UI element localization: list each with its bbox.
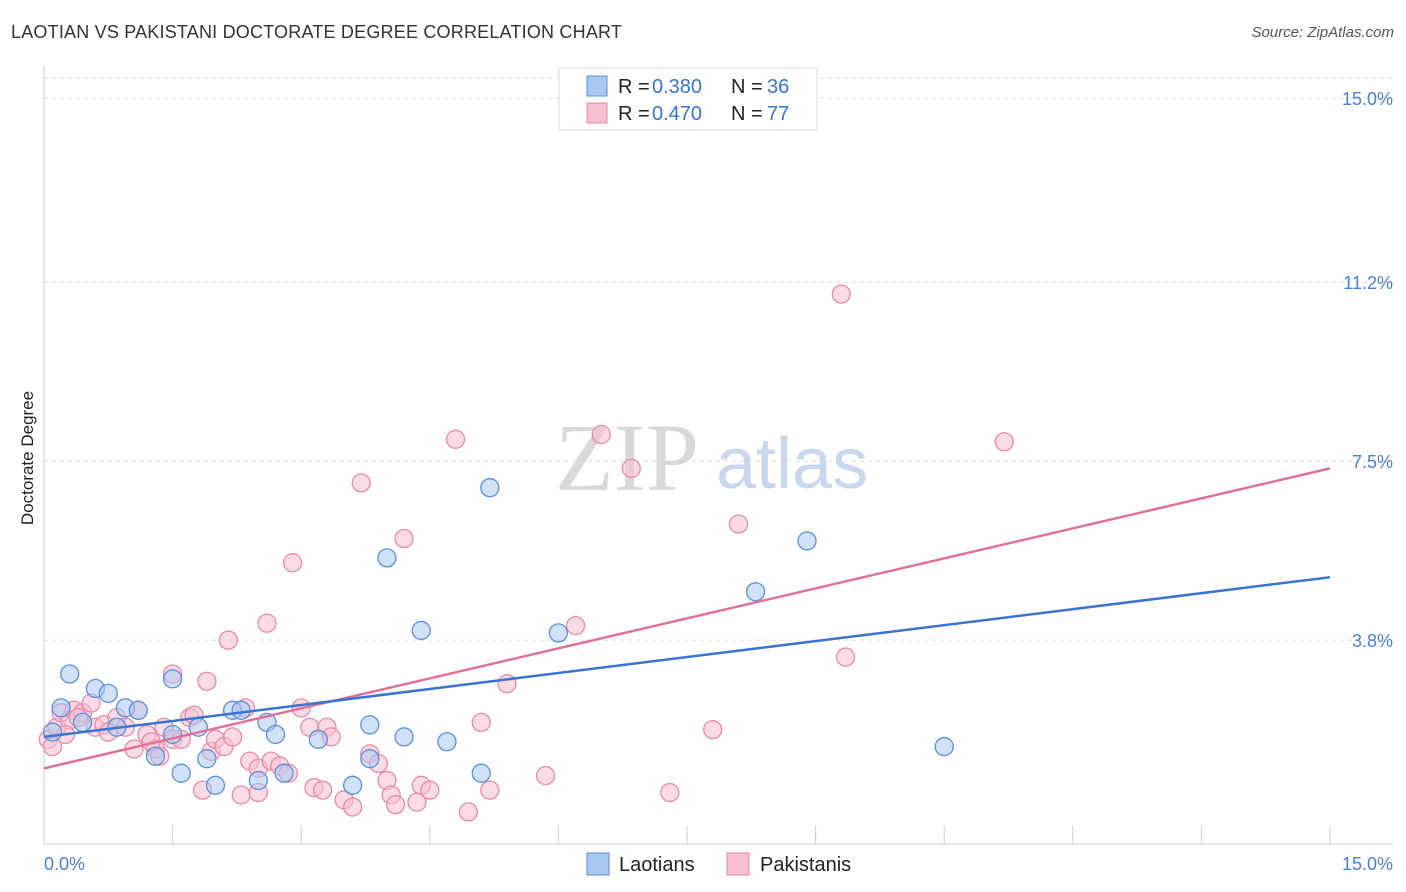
y-tick-label: 11.2% xyxy=(1343,273,1393,293)
laotian-point xyxy=(797,531,817,551)
legend-bottom-label-laotians: Laotians xyxy=(619,854,695,876)
pakistani-point xyxy=(445,429,466,449)
pakistani-point xyxy=(231,785,251,805)
pakistani-point xyxy=(660,782,680,803)
legend-n-label-pakistanis: N = xyxy=(731,103,763,125)
laotian-point xyxy=(360,715,380,735)
pakistani-point xyxy=(218,630,238,650)
pakistani-point xyxy=(197,671,217,691)
laotian-point xyxy=(162,669,183,689)
y-tick-labels: 3.8% 7.5% 11.2% 15.0% xyxy=(1342,89,1393,651)
pakistani-point xyxy=(471,712,491,733)
legend-bottom-swatch-laotians xyxy=(586,852,610,876)
laotian-point xyxy=(437,732,457,752)
laotian-point xyxy=(308,729,328,749)
trend-lines xyxy=(43,467,1331,770)
gridlines xyxy=(44,77,1393,641)
pakistani-trend-line xyxy=(43,467,1331,770)
pakistani-point xyxy=(831,284,851,304)
watermark-zip: ZIP xyxy=(555,404,699,511)
legend-swatch-laotians xyxy=(586,75,608,97)
laotian-point xyxy=(394,727,414,747)
laotian-point xyxy=(231,700,251,720)
pakistani-point xyxy=(703,719,723,740)
pakistanis-points xyxy=(38,284,1014,822)
laotian-point xyxy=(265,724,286,745)
legend-r-label-pakistanis: R = xyxy=(618,103,650,125)
legend-r-value-pakistanis: 0.470 xyxy=(652,103,702,125)
laotian-point xyxy=(471,763,491,783)
pakistani-point xyxy=(222,727,243,747)
laotian-point xyxy=(548,623,569,643)
chart-source: Source: ZipAtlas.com xyxy=(1251,24,1394,41)
y-tick-label: 3.8% xyxy=(1352,631,1393,651)
laotian-point xyxy=(411,620,431,641)
laotian-point xyxy=(205,775,226,795)
legend-top: R = 0.380 N = 36 R = 0.470 N = 77 xyxy=(558,67,818,131)
pakistani-point xyxy=(342,797,363,817)
pakistani-point xyxy=(312,780,333,800)
laotian-point xyxy=(342,775,363,795)
laotian-point xyxy=(98,683,118,704)
pakistani-point xyxy=(835,647,856,667)
legend-swatch-pakistanis xyxy=(586,102,608,124)
laotian-point xyxy=(377,548,397,568)
y-tick-label: 15.0% xyxy=(1342,89,1393,109)
x-tick-label-min: 0.0% xyxy=(44,854,85,874)
pakistani-point xyxy=(282,553,303,573)
laotians-points xyxy=(42,478,954,795)
laotian-point xyxy=(171,763,191,783)
laotian-point xyxy=(128,700,148,720)
laotian-point xyxy=(60,664,80,684)
laotian-point xyxy=(145,746,166,766)
laotian-point xyxy=(480,478,500,498)
pakistani-point xyxy=(621,458,641,479)
pakistani-point xyxy=(385,794,406,815)
laotian-point xyxy=(934,736,954,757)
x-tick-label-max: 15.0% xyxy=(1342,854,1393,874)
laotian-point xyxy=(72,712,93,733)
pakistani-point xyxy=(394,528,414,549)
laotian-point xyxy=(360,749,380,769)
laotian-point xyxy=(197,749,217,769)
pakistani-point xyxy=(591,424,611,445)
pakistani-point xyxy=(535,765,556,786)
legend-bottom-label-pakistanis: Pakistanis xyxy=(760,854,851,876)
pakistani-point xyxy=(257,613,277,633)
legend-r-value-laotians: 0.380 xyxy=(652,76,702,98)
laotian-point xyxy=(274,763,294,783)
legend-n-label-laotians: N = xyxy=(731,76,763,98)
laotian-trend-line xyxy=(43,575,1331,739)
pakistani-point xyxy=(458,802,479,822)
pakistani-point xyxy=(565,615,586,636)
laotian-point xyxy=(51,698,71,718)
legend-r-label-laotians: R = xyxy=(618,76,650,98)
laotian-point xyxy=(42,722,63,742)
pakistani-point xyxy=(420,780,440,800)
legend-n-value-pakistanis: 77 xyxy=(767,103,789,125)
pakistani-point xyxy=(994,432,1014,452)
pakistani-point xyxy=(728,514,749,534)
laotian-point xyxy=(248,770,268,791)
legend-bottom: Laotians Pakistanis xyxy=(586,852,851,876)
legend-bottom-swatch-pakistanis xyxy=(726,852,750,876)
pakistani-point xyxy=(480,780,500,800)
watermark-atlas: atlas xyxy=(716,424,868,504)
y-tick-label: 7.5% xyxy=(1352,452,1393,472)
pakistani-point xyxy=(351,473,371,493)
pakistani-point xyxy=(497,674,517,694)
chart-title: LAOTIAN VS PAKISTANI DOCTORATE DEGREE CO… xyxy=(11,22,623,42)
legend-n-value-laotians: 36 xyxy=(767,76,789,98)
axes xyxy=(43,66,1393,845)
laotian-point xyxy=(745,582,766,602)
